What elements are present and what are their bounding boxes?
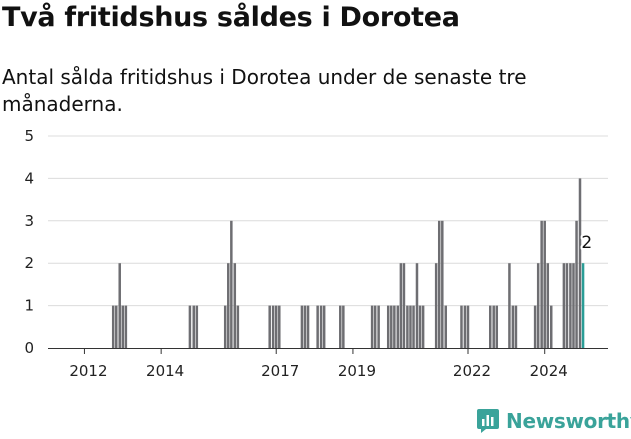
newsworthy-logo: Newsworthy [476, 408, 631, 434]
bar [409, 305, 412, 348]
bar-chart: 0 1 2 3 4 5 2012 2014 2017 2019 2022 2024 2 [24, 127, 608, 380]
y-tick-label: 3 [24, 212, 34, 230]
grid-lines [48, 135, 608, 307]
bar [575, 220, 578, 348]
bar [437, 220, 441, 348]
bars [111, 178, 585, 348]
bar [495, 305, 499, 348]
bar [511, 305, 515, 348]
bar [463, 305, 467, 348]
bar [271, 305, 275, 348]
bar [441, 220, 444, 348]
bar [543, 220, 546, 348]
bar [115, 305, 118, 348]
bar [488, 305, 492, 348]
y-tick-label: 1 [24, 297, 34, 315]
newsworthy-wordmark: Newsworthy [506, 409, 631, 433]
bar [386, 305, 390, 348]
bar [377, 305, 380, 348]
bar [444, 305, 448, 348]
bar [508, 263, 511, 348]
bar [319, 305, 323, 348]
bar [274, 305, 278, 348]
bar [373, 305, 377, 348]
x-tick-label: 2022 [453, 362, 491, 380]
y-tick-label: 4 [24, 169, 34, 187]
bar [415, 263, 419, 348]
bar [549, 305, 553, 348]
bar [303, 305, 307, 348]
bar [434, 263, 438, 348]
newsworthy-chart-icon [477, 409, 499, 433]
bar [421, 305, 425, 348]
bar [118, 263, 121, 348]
bar [540, 220, 543, 348]
bar [406, 305, 409, 348]
bar [316, 305, 319, 348]
bar [569, 263, 572, 348]
bar [418, 305, 422, 348]
bar [111, 305, 115, 348]
bar [402, 263, 406, 348]
y-tick-label: 5 [24, 127, 34, 145]
bar [278, 305, 281, 348]
bar [339, 305, 342, 348]
bar [533, 305, 537, 348]
x-tick-label: 2017 [261, 362, 299, 380]
chart-title: Två fritidshus såldes i Dorotea [2, 2, 460, 33]
bar [300, 305, 304, 348]
bar [390, 305, 393, 348]
bar [124, 305, 128, 348]
bar [268, 305, 271, 348]
bar [393, 305, 396, 348]
bar [121, 305, 125, 348]
x-axis: 2012 2014 2017 2019 2022 2024 [48, 348, 608, 380]
y-axis-ticks: 0 1 2 3 4 5 [24, 127, 34, 357]
y-tick-label: 2 [24, 254, 34, 272]
bar [370, 305, 374, 348]
bar [412, 305, 415, 348]
data-label: 2 [581, 233, 592, 253]
data-labels: 2 [579, 231, 594, 255]
bar [514, 305, 518, 348]
y-tick-label: 0 [24, 339, 34, 357]
bar [223, 305, 227, 348]
bar [492, 305, 495, 348]
x-tick-label: 2012 [69, 362, 107, 380]
highlight-bar [581, 263, 585, 348]
bar [227, 263, 230, 348]
bar [195, 305, 199, 348]
x-tick-label: 2019 [338, 362, 376, 380]
x-tick-label: 2024 [530, 362, 568, 380]
bar [396, 305, 400, 348]
bar [188, 305, 192, 348]
bar [546, 263, 550, 348]
bar [399, 263, 403, 348]
bar [233, 263, 237, 348]
bar [236, 305, 240, 348]
bar [466, 305, 470, 348]
bar [192, 305, 196, 348]
bar [460, 305, 463, 348]
bar [578, 178, 582, 348]
bar [342, 305, 345, 348]
bar [565, 263, 569, 348]
bar [230, 220, 233, 348]
x-tick-label: 2014 [146, 362, 184, 380]
bar [322, 305, 326, 348]
bar [536, 263, 540, 348]
bar [306, 305, 310, 348]
bar [562, 263, 566, 348]
chart-subtitle: Antal sålda fritidshus i Dorotea under d… [2, 65, 527, 116]
bar [572, 263, 575, 348]
